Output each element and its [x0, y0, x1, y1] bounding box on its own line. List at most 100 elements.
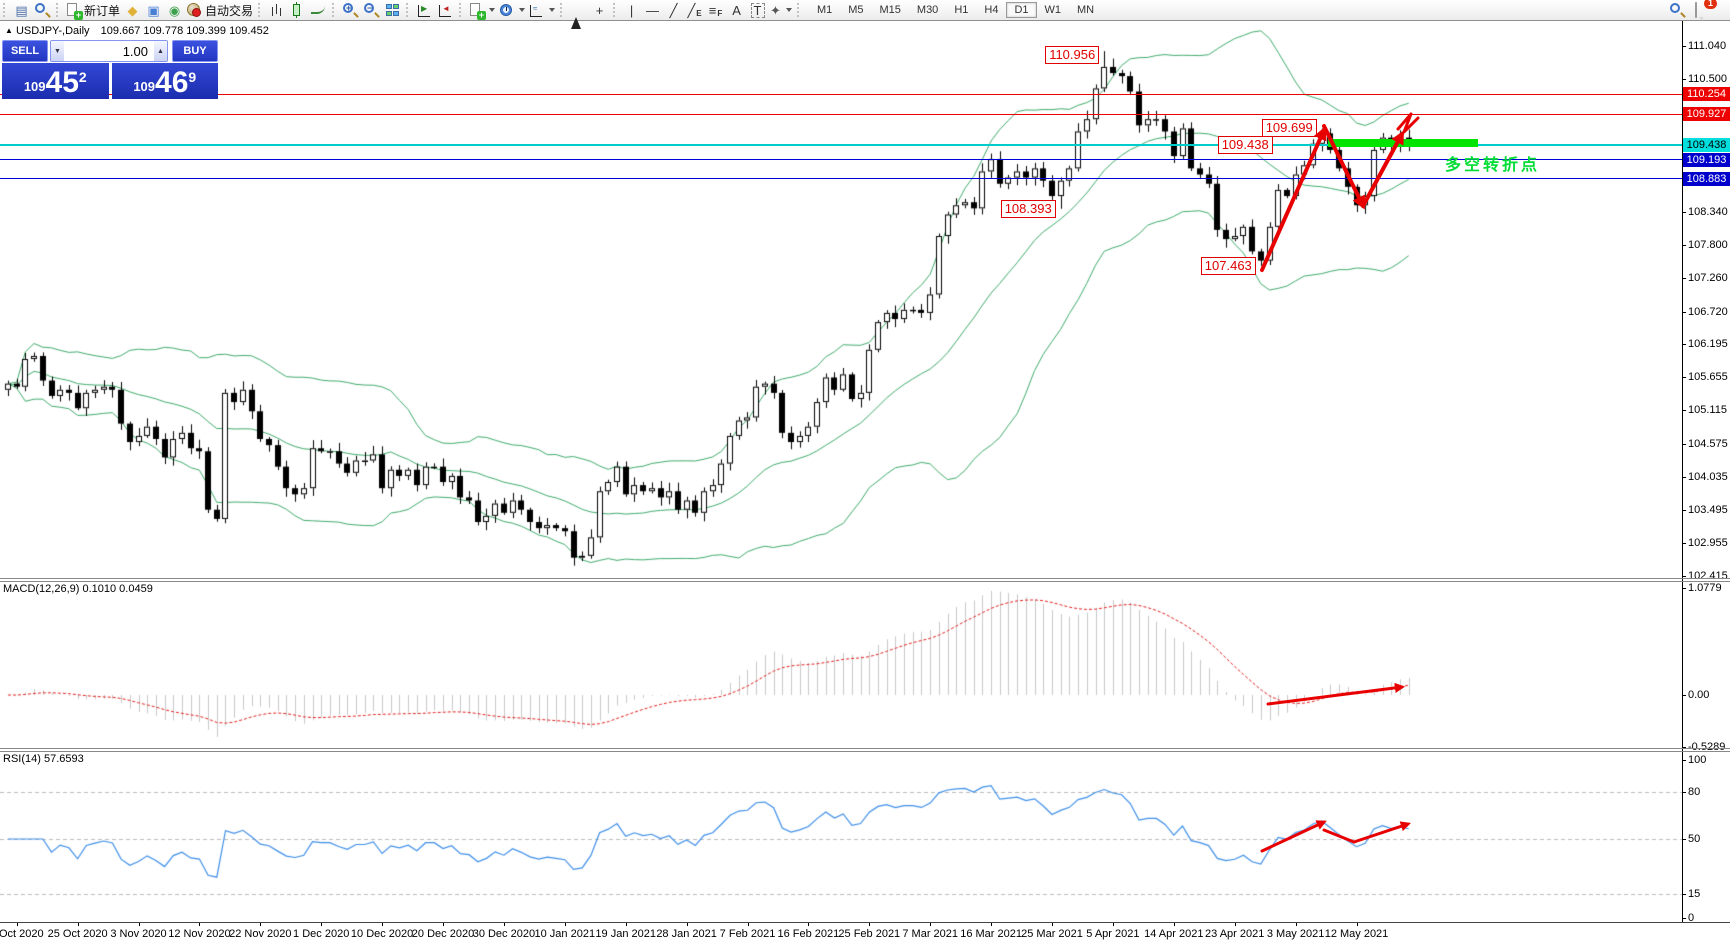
- zoom-in-icon[interactable]: +: [340, 1, 361, 20]
- indicators-icon[interactable]: +: [467, 1, 497, 20]
- templates-icon[interactable]: ≈: [527, 1, 557, 20]
- timeframe-toolbar: M1 M5 M15 M30 H1 H4 D1 W1 MN: [809, 2, 1102, 18]
- macd-axis-label: -0.5289: [1688, 741, 1725, 753]
- candlestick-icon[interactable]: [287, 1, 308, 20]
- macd-pane-separator[interactable]: [0, 578, 1730, 579]
- date-axis-label: 7 Feb 2021: [719, 928, 776, 940]
- zoom-out-icon[interactable]: −: [361, 1, 382, 20]
- ohlc-quotes: 109.667 109.778 109.399 109.452: [100, 25, 269, 37]
- volume-input[interactable]: 1.00: [64, 41, 154, 61]
- turning-point-note[interactable]: 多空转折点: [1445, 157, 1541, 174]
- timeframe-m5[interactable]: M5: [848, 4, 864, 16]
- one-click-trading-panel: SELL ▼ 1.00 ▲ BUY 109 45 2 109 46 9: [2, 40, 218, 100]
- terminal-icon[interactable]: ▣: [147, 2, 160, 18]
- date-axis-tick: [138, 922, 140, 926]
- date-axis-tick: [1295, 922, 1297, 926]
- date-axis-label: 28 Jan 2021: [656, 928, 717, 940]
- date-axis-tick: [869, 922, 871, 926]
- timeframe-h1[interactable]: H1: [954, 4, 969, 16]
- date-axis-label: 25 Mar 2021: [1021, 928, 1083, 940]
- price-level-badge: 109.193: [1683, 152, 1730, 167]
- price-axis-label: 103.495: [1688, 504, 1728, 517]
- timeframe-m15[interactable]: M15: [879, 4, 901, 16]
- channel-icon[interactable]: ╱ E: [687, 2, 702, 18]
- timeframe-m30[interactable]: M30: [916, 4, 939, 16]
- vertical-line-icon[interactable]: |: [629, 2, 634, 18]
- volume-decrease-button[interactable]: ▼: [51, 41, 64, 61]
- price-level-badge: 109.438: [1683, 137, 1730, 152]
- price-axis-tick: [1682, 343, 1686, 345]
- macd-pane-separator-inner: [0, 581, 1730, 582]
- sell-price-display[interactable]: 109 45 2: [2, 63, 109, 99]
- chart-shift-icon[interactable]: ◄: [435, 1, 456, 20]
- timeframe-w1[interactable]: W1: [1044, 4, 1062, 16]
- rsi-axis-tick: [1682, 839, 1686, 840]
- timeframe-m1[interactable]: M1: [816, 4, 833, 16]
- fibonacci-icon[interactable]: ≡ F: [708, 2, 723, 18]
- signals-icon[interactable]: ◉: [168, 2, 181, 18]
- date-axis-tick: [199, 922, 201, 926]
- rsi-axis-label: 80: [1688, 785, 1701, 798]
- rsi-pane-separator[interactable]: [0, 748, 1730, 749]
- support-zone-highlight[interactable]: [1327, 139, 1478, 148]
- date-axis-label: 3 Nov 2020: [110, 928, 167, 940]
- horizontal-level-line[interactable]: [0, 178, 1682, 180]
- sell-button[interactable]: SELL: [2, 40, 48, 62]
- bar-chart-icon[interactable]: [266, 1, 287, 20]
- search-icon[interactable]: [1670, 2, 1685, 18]
- date-axis-label: 5 Apr 2021: [1086, 928, 1140, 940]
- price-axis-tick: [1682, 443, 1686, 445]
- price-annotation-label[interactable]: 107.463: [1200, 256, 1256, 275]
- macd-axis-tick: [1682, 747, 1686, 749]
- price-axis-label: 106.720: [1688, 305, 1728, 318]
- volume-increase-button[interactable]: ▲: [154, 41, 167, 61]
- date-axis-label: 25 Oct 2020: [47, 928, 108, 940]
- toolbar: ▤ + 新订单 ◆ ▣ ◉ 自动交易 + − ▶ ◄ + ≈ + | — ╱ ╱ E ≡ F A T ✦ M1 M5 M15 M30 H…: [0, 0, 1730, 29]
- autotrade-icon[interactable]: 自动交易: [185, 1, 255, 20]
- rsi-axis-tick: [1682, 760, 1686, 761]
- price-level-badge: 109.927: [1683, 107, 1730, 122]
- date-axis-label: 16 Feb 2021: [777, 928, 840, 940]
- date-axis-tick: [930, 922, 932, 926]
- tile-windows-icon[interactable]: [382, 1, 403, 20]
- volume-stepper: ▼ 1.00 ▲: [50, 40, 168, 62]
- price-axis-label: 105.655: [1688, 371, 1728, 384]
- horizontal-level-line[interactable]: [0, 93, 1682, 95]
- cursor-icon[interactable]: [568, 1, 589, 29]
- price-annotation-label[interactable]: 110.956: [1045, 45, 1100, 64]
- price-annotation-label[interactable]: 108.393: [1000, 199, 1056, 218]
- toolbar-grip: [56, 3, 60, 17]
- metaeditor-icon[interactable]: ◆: [127, 2, 138, 18]
- symbol-period: USDJPY-,Daily: [15, 25, 90, 37]
- date-axis-label: 20 Dec 2020: [411, 928, 475, 940]
- line-chart-icon[interactable]: [308, 1, 329, 20]
- date-axis-tick: [260, 922, 262, 926]
- price-annotation-label[interactable]: 109.438: [1217, 135, 1273, 154]
- price-axis-border: [1682, 21, 1683, 922]
- timeframe-mn[interactable]: MN: [1077, 4, 1095, 16]
- buy-price-display[interactable]: 109 46 9: [111, 63, 218, 99]
- collapse-triangle-icon[interactable]: ▲: [5, 26, 13, 35]
- chat-icon[interactable]: 1: [1695, 0, 1717, 18]
- trendline-icon[interactable]: ╱: [669, 2, 678, 18]
- date-axis-tick: [1052, 922, 1053, 926]
- text-label-icon[interactable]: T: [747, 1, 768, 20]
- horizontal-level-line[interactable]: [0, 113, 1682, 115]
- arrows-icon[interactable]: ✦: [768, 1, 794, 20]
- text-icon[interactable]: A: [732, 2, 741, 18]
- new-order-icon[interactable]: + 新订单: [64, 1, 122, 20]
- indicator-window-icon[interactable]: [32, 1, 53, 20]
- timeframe-h4[interactable]: H4: [984, 4, 999, 16]
- timeframe-d1[interactable]: D1: [1006, 2, 1037, 18]
- toolbar-grip: [332, 3, 336, 17]
- chart-window-icon[interactable]: ▤: [15, 2, 28, 18]
- periods-icon[interactable]: [497, 1, 527, 20]
- horizontal-line-icon[interactable]: —: [646, 2, 660, 18]
- crosshair-icon[interactable]: +: [595, 2, 604, 18]
- buy-button[interactable]: BUY: [172, 40, 218, 62]
- auto-scroll-icon[interactable]: ▶: [414, 1, 435, 20]
- horizontal-level-line[interactable]: [0, 159, 1682, 161]
- date-axis-label: 12 May 2021: [1324, 928, 1389, 940]
- horizontal-level-line[interactable]: [0, 143, 1682, 146]
